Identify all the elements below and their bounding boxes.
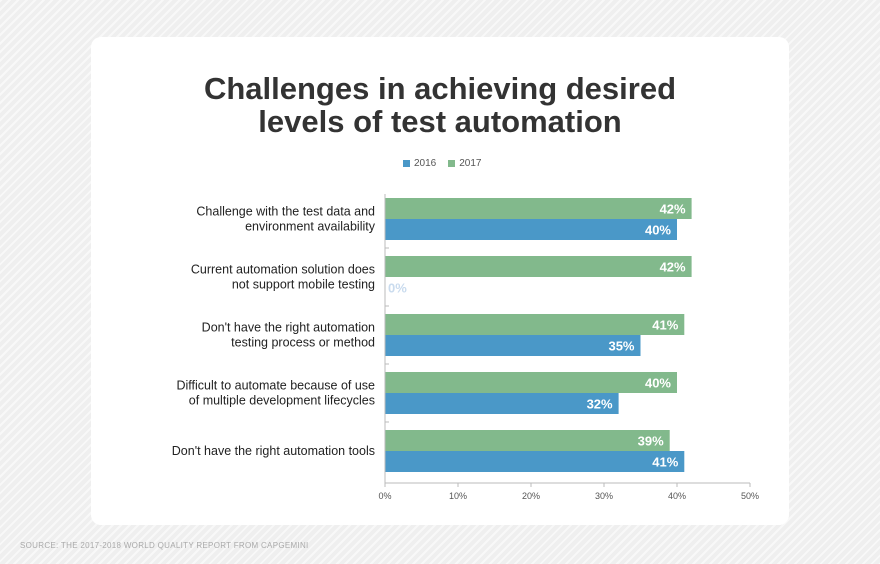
- bar-2016: [385, 335, 641, 356]
- category-label: testing process or method: [231, 336, 375, 350]
- x-tick-label: 50%: [741, 491, 759, 501]
- x-tick-label: 10%: [449, 491, 467, 501]
- category-label: Don't have the right automation tools: [172, 444, 375, 458]
- legend-swatch-2016: [403, 160, 410, 167]
- legend-swatch-2017: [448, 160, 456, 167]
- source-note: SOURCE: THE 2017-2018 WORLD QUALITY REPO…: [20, 541, 309, 550]
- value-label-2016: 41%: [652, 455, 678, 470]
- category-label: not support mobile testing: [232, 278, 375, 292]
- legend-label-2016: 2016: [414, 158, 437, 169]
- value-label-2017: 39%: [638, 434, 664, 449]
- bar-2016: [385, 393, 619, 414]
- value-label-2017: 42%: [660, 260, 686, 275]
- category-label: of multiple development lifecycles: [189, 394, 375, 408]
- category-label: Current automation solution does: [191, 263, 375, 277]
- bar-2017: [385, 198, 692, 219]
- x-tick-label: 0%: [378, 491, 391, 501]
- x-tick-label: 20%: [522, 491, 540, 501]
- value-label-2017: 40%: [645, 376, 671, 391]
- value-label-2017: 42%: [660, 202, 686, 217]
- category-label: Don't have the right automation: [202, 321, 375, 335]
- value-label-2016: 0%: [388, 281, 407, 296]
- bar-2017: [385, 430, 670, 451]
- bar-2017: [385, 256, 692, 277]
- bar-2016: [385, 219, 677, 240]
- category-label: environment availability: [245, 220, 376, 234]
- value-label-2017: 41%: [652, 318, 678, 333]
- chart-title-line-1: Challenges in achieving desired: [203, 71, 677, 106]
- legend-item-2016: 2016: [403, 158, 436, 169]
- legend-item-2017: 2017: [448, 158, 482, 169]
- value-label-2016: 35%: [608, 339, 634, 354]
- bar-2017: [385, 372, 677, 393]
- chart-title: Challenges in achieving desired levels o…: [0, 72, 880, 138]
- bar-2016: [385, 451, 685, 472]
- bar-2017: [385, 314, 685, 335]
- legend-label-2017: 2017: [459, 158, 482, 169]
- chart-title-line-2: levels of test automation: [258, 104, 622, 139]
- x-tick-label: 40%: [668, 491, 686, 501]
- value-label-2016: 40%: [645, 223, 671, 238]
- x-tick-label: 30%: [595, 491, 613, 501]
- category-label: Difficult to automate because of use: [177, 379, 376, 393]
- value-label-2016: 32%: [587, 397, 613, 412]
- category-label: Challenge with the test data and: [196, 205, 375, 219]
- chart-legend: 2016 2017: [403, 158, 482, 169]
